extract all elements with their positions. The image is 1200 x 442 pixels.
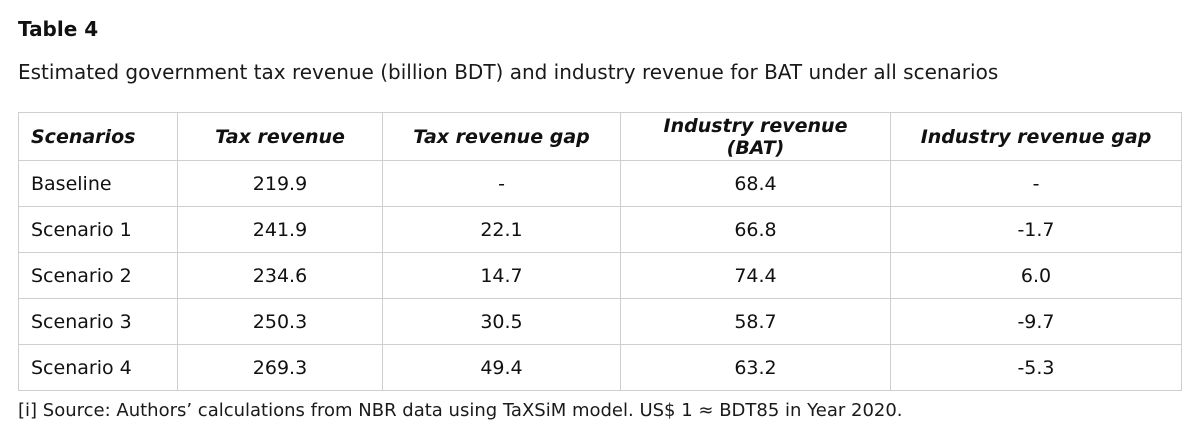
cell-industry-revenue: 66.8	[620, 206, 891, 253]
cell-tax-revenue: 269.3	[177, 344, 383, 391]
header-industry-revenue-gap: Industry revenue gap	[890, 112, 1182, 161]
table-row: Scenario 3 250.3 30.5 58.7 -9.7	[18, 298, 1182, 345]
cell-tax-revenue: 250.3	[177, 298, 383, 345]
table-footnote: [i] Source: Authors’ calculations from N…	[18, 400, 903, 421]
header-scenarios: Scenarios	[18, 112, 178, 161]
cell-tax-revenue-gap: 49.4	[382, 344, 621, 391]
header-industry-revenue: Industry revenue (BAT)	[620, 112, 891, 161]
cell-scenario: Scenario 2	[18, 252, 178, 299]
cell-industry-revenue-gap: -9.7	[890, 298, 1182, 345]
cell-scenario: Baseline	[18, 160, 178, 207]
cell-tax-revenue-gap: 30.5	[382, 298, 621, 345]
cell-industry-revenue-gap: -1.7	[890, 206, 1182, 253]
cell-industry-revenue-gap: -	[890, 160, 1182, 207]
table-header-row: Scenarios Tax revenue Tax revenue gap In…	[18, 112, 1182, 161]
cell-industry-revenue: 68.4	[620, 160, 891, 207]
header-tax-revenue-gap: Tax revenue gap	[382, 112, 621, 161]
table-caption: Estimated government tax revenue (billio…	[18, 60, 999, 84]
cell-industry-revenue-gap: 6.0	[890, 252, 1182, 299]
cell-scenario: Scenario 3	[18, 298, 178, 345]
cell-industry-revenue: 58.7	[620, 298, 891, 345]
table-row: Scenario 2 234.6 14.7 74.4 6.0	[18, 252, 1182, 299]
cell-industry-revenue-gap: -5.3	[890, 344, 1182, 391]
cell-tax-revenue: 219.9	[177, 160, 383, 207]
cell-tax-revenue-gap: -	[382, 160, 621, 207]
cell-scenario: Scenario 1	[18, 206, 178, 253]
cell-tax-revenue-gap: 14.7	[382, 252, 621, 299]
cell-industry-revenue: 74.4	[620, 252, 891, 299]
table-row: Scenario 1 241.9 22.1 66.8 -1.7	[18, 206, 1182, 253]
table-row: Baseline 219.9 - 68.4 -	[18, 160, 1182, 207]
cell-tax-revenue: 241.9	[177, 206, 383, 253]
table-label: Table 4	[18, 17, 99, 41]
cell-industry-revenue: 63.2	[620, 344, 891, 391]
cell-tax-revenue-gap: 22.1	[382, 206, 621, 253]
cell-scenario: Scenario 4	[18, 344, 178, 391]
table-row: Scenario 4 269.3 49.4 63.2 -5.3	[18, 344, 1182, 391]
header-tax-revenue: Tax revenue	[177, 112, 383, 161]
cell-tax-revenue: 234.6	[177, 252, 383, 299]
data-table: Scenarios Tax revenue Tax revenue gap In…	[18, 112, 1182, 391]
